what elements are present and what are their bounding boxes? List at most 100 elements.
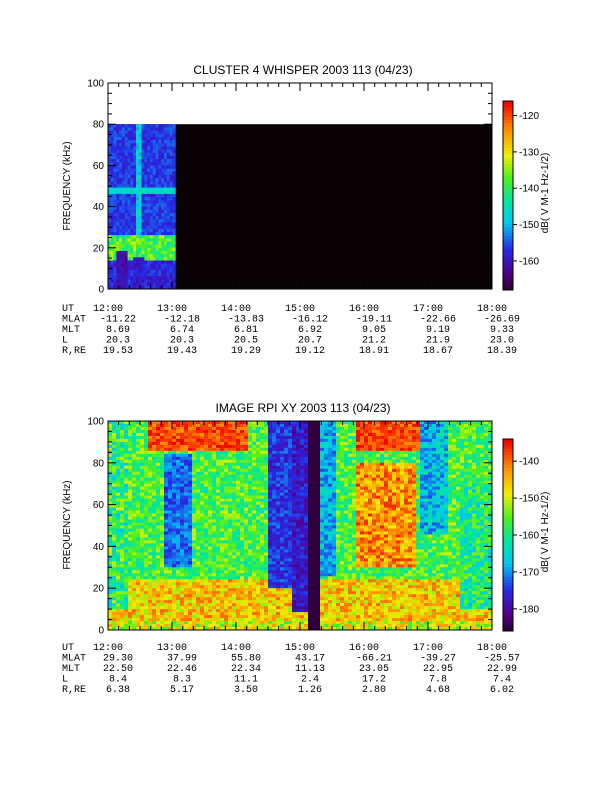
image-rpi-cell bbox=[144, 612, 148, 615]
image-rpi-cell bbox=[160, 469, 164, 472]
image-rpi-cell bbox=[196, 484, 200, 487]
image-rpi-cell bbox=[252, 570, 256, 573]
image-rpi-cell bbox=[108, 421, 112, 424]
image-rpi-cell bbox=[220, 508, 224, 511]
image-rpi-cell bbox=[160, 496, 164, 499]
image-rpi-cell bbox=[304, 478, 308, 481]
image-rpi-cell bbox=[120, 460, 124, 463]
image-rpi-cell bbox=[304, 618, 308, 621]
image-rpi-cell bbox=[284, 442, 288, 445]
image-rpi-cell bbox=[120, 475, 124, 478]
image-rpi-cell bbox=[264, 433, 268, 436]
image-rpi-cell bbox=[228, 442, 232, 445]
image-rpi-cell bbox=[252, 421, 256, 424]
image-rpi-cell bbox=[168, 484, 172, 487]
cluster-colorbar-segment bbox=[503, 199, 513, 203]
image-rpi-cell bbox=[264, 451, 268, 454]
image-rpi-cell bbox=[200, 433, 204, 436]
image-rpi-cell bbox=[224, 543, 228, 546]
image-rpi-cell bbox=[156, 624, 160, 627]
image-rpi-cell bbox=[176, 478, 180, 481]
image-rpi-cell bbox=[276, 508, 280, 511]
image-rpi-cell bbox=[140, 564, 144, 567]
image-rpi-cell bbox=[248, 475, 252, 478]
image-rpi-cell bbox=[252, 469, 256, 472]
image-rpi-cell bbox=[280, 612, 284, 615]
image-rpi-cell bbox=[116, 576, 120, 579]
image-rpi-cell bbox=[300, 600, 304, 603]
image-rpi-cell bbox=[240, 445, 244, 448]
image-rpi-cell bbox=[124, 564, 128, 567]
image-rpi-cell bbox=[300, 508, 304, 511]
image-rpi-cell bbox=[132, 436, 136, 439]
cluster-ytick-label: 20 bbox=[93, 243, 105, 254]
image-rpi-cell bbox=[200, 576, 204, 579]
image-rpi-cell bbox=[300, 591, 304, 594]
image-rpi-cell bbox=[148, 621, 152, 624]
image-rpi-cell bbox=[152, 564, 156, 567]
cluster-cell bbox=[172, 279, 175, 283]
image-rpi-cell bbox=[144, 585, 148, 588]
image-rpi-cell bbox=[168, 588, 172, 591]
image-rpi-cell bbox=[248, 591, 252, 594]
cluster-colorbar-segment bbox=[503, 240, 513, 244]
image-rpi-cell bbox=[268, 594, 272, 597]
image-rpi-cell bbox=[288, 564, 292, 567]
image-rpi-cell bbox=[228, 436, 232, 439]
image-rpi-cell bbox=[264, 442, 268, 445]
image-rpi-cell bbox=[196, 576, 200, 579]
image-rpi-cell bbox=[136, 457, 140, 460]
image-rpi-cell bbox=[232, 457, 236, 460]
image-rpi-cell bbox=[148, 451, 152, 454]
image-rpi-cell bbox=[300, 478, 304, 481]
image-rpi-cell bbox=[204, 514, 208, 517]
image-rpi-cell bbox=[152, 576, 156, 579]
cluster-colorbar: -120-130-140-150-160 bbox=[503, 101, 539, 291]
image-rpi-cell bbox=[148, 472, 152, 475]
image-rpi-cell bbox=[228, 582, 232, 585]
image-rpi-cell bbox=[224, 511, 228, 514]
image-rpi-cell bbox=[284, 514, 288, 517]
image-rpi-cell bbox=[224, 457, 228, 460]
image-rpi-cell bbox=[136, 469, 140, 472]
cluster-colorbar-segment bbox=[503, 129, 513, 133]
image-rpi-cell bbox=[280, 421, 284, 424]
image-rpi-cell bbox=[284, 472, 288, 475]
image-rpi-cell bbox=[272, 603, 276, 606]
image-rpi-cell bbox=[116, 481, 120, 484]
image-rpi-cell bbox=[224, 493, 228, 496]
image-rpi-cell bbox=[224, 609, 228, 612]
image-rpi-cell bbox=[188, 505, 192, 508]
image-rpi-cell bbox=[256, 484, 260, 487]
image-rpi-cell bbox=[224, 561, 228, 564]
image-rpi-cell bbox=[148, 543, 152, 546]
image-rpi-cell bbox=[272, 624, 276, 627]
image-rpi-cell bbox=[192, 582, 196, 585]
image-rpi-cell bbox=[132, 466, 136, 469]
image-rpi-cell bbox=[220, 460, 224, 463]
image-rpi-cell bbox=[304, 493, 308, 496]
image-rpi-cell bbox=[224, 594, 228, 597]
image-rpi-cell bbox=[252, 615, 256, 618]
image-rpi-cell bbox=[156, 493, 160, 496]
image-rpi-cell bbox=[300, 460, 304, 463]
cluster-ylabel: FREQUENCY (kHz) bbox=[62, 141, 73, 230]
image-rpi-cell bbox=[124, 466, 128, 469]
image-rpi-cell bbox=[228, 427, 232, 430]
image-rpi-cell bbox=[208, 454, 212, 457]
cluster-cell bbox=[172, 162, 175, 166]
image-rpi-cell bbox=[220, 478, 224, 481]
image-rpi-cell bbox=[172, 445, 176, 448]
image-rpi-cell bbox=[120, 582, 124, 585]
image-rpi-cell bbox=[124, 484, 128, 487]
image-rpi-cell bbox=[196, 520, 200, 523]
image-rpi-cell bbox=[136, 612, 140, 615]
image-rpi-cell bbox=[136, 487, 140, 490]
image-rpi-cell bbox=[304, 499, 308, 502]
image-rpi-cell bbox=[244, 555, 248, 558]
image-rpi-cell bbox=[252, 624, 256, 627]
image-rpi-cell bbox=[116, 591, 120, 594]
image-rpi-cell bbox=[168, 490, 172, 493]
image-rpi-cell bbox=[156, 576, 160, 579]
cluster-ephemeris-value: 21.9 bbox=[426, 336, 450, 347]
